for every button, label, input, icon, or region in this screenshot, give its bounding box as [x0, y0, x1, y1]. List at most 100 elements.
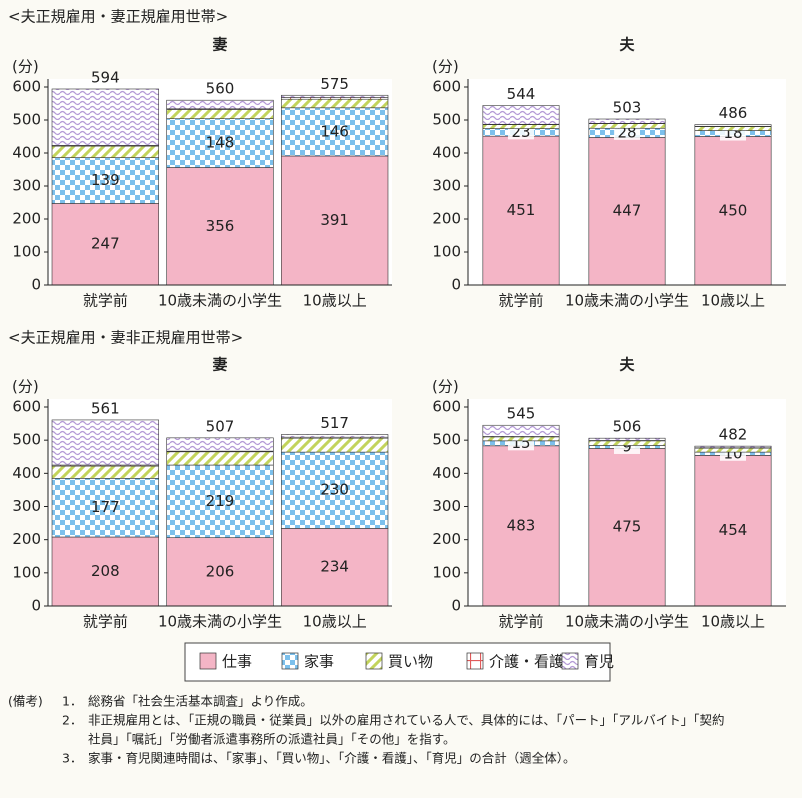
- data-label: 219: [206, 492, 235, 510]
- bar-segment: [482, 436, 560, 442]
- y-tick-label: 100: [12, 563, 41, 581]
- bar-segment: [281, 98, 389, 109]
- bar-segment: [166, 167, 274, 286]
- total-label: 517: [320, 414, 349, 432]
- data-label: 230: [320, 481, 349, 499]
- chart-title: 夫: [619, 356, 635, 374]
- legend-swatch: [199, 652, 217, 670]
- data-label: 450: [719, 201, 748, 219]
- data-label: 475: [613, 518, 642, 536]
- bar-segment: [166, 464, 274, 538]
- total-label: 506: [613, 418, 642, 436]
- bar-segment: [166, 537, 274, 607]
- bar-segment: [588, 440, 666, 446]
- y-tick-label: 300: [12, 497, 41, 515]
- y-tick-label: 0: [31, 276, 41, 294]
- y-tick-label: 400: [12, 464, 41, 482]
- data-label: 451: [507, 201, 536, 219]
- bar-segment: [482, 445, 560, 607]
- bar-segment: [51, 536, 159, 607]
- total-label: 545: [507, 405, 536, 423]
- bar-segment: [281, 437, 389, 453]
- note-text: 非正規雇用とは、「正規の職員・従業員」以外の雇用されている人で、具体的には、「パ…: [88, 713, 725, 728]
- bar-segment: [51, 419, 159, 466]
- y-tick-label: 500: [12, 111, 41, 129]
- data-label: 454: [719, 521, 748, 539]
- bar-segment: [166, 99, 274, 110]
- bar-segment: [694, 455, 772, 607]
- y-tick-label: 600: [432, 78, 461, 96]
- bar-segment: [51, 88, 159, 146]
- bar-segment: [166, 437, 274, 452]
- legend-swatch: [365, 652, 383, 670]
- bar-segment: [482, 424, 560, 437]
- bar-segment: [588, 123, 666, 129]
- y-tick-label: 600: [432, 398, 461, 416]
- data-label: 447: [613, 202, 642, 220]
- y-tick-label: 500: [432, 111, 461, 129]
- legend-label: 仕事: [222, 653, 252, 671]
- bar-segment: [51, 203, 159, 286]
- bar-segment: [694, 126, 772, 131]
- bar-segment: [482, 135, 560, 286]
- y-tick-label: 600: [12, 398, 41, 416]
- legend-swatch: [561, 652, 579, 670]
- bar-segment: [166, 118, 274, 168]
- bar-segment: [51, 157, 159, 204]
- total-label: 503: [613, 99, 642, 117]
- y-tick-label: 200: [12, 210, 41, 228]
- bar-segment: [281, 451, 389, 529]
- x-tick-label: 就学前: [498, 613, 543, 631]
- x-tick-label: 就学前: [498, 292, 543, 310]
- x-tick-label: 就学前: [83, 292, 128, 310]
- y-tick-label: 100: [12, 243, 41, 261]
- x-tick-label: 10歳以上: [303, 613, 367, 631]
- section-title: <夫正規雇用・妻正規雇用世帯>: [8, 8, 228, 26]
- bar-segment: [588, 137, 666, 286]
- y-tick-label: 300: [432, 497, 461, 515]
- data-label: 391: [320, 211, 349, 229]
- bar-segment: [51, 465, 159, 479]
- bar-segment: [281, 434, 389, 438]
- y-tick-label: 500: [432, 431, 461, 449]
- bar-segment: [588, 448, 666, 607]
- y-tick-label: 600: [12, 78, 41, 96]
- data-label: 247: [91, 235, 120, 253]
- chart-title: 妻: [212, 356, 227, 374]
- chart-title: 夫: [619, 36, 635, 54]
- x-tick-label: 10歳以上: [303, 292, 367, 310]
- legend-label: 介護・看護: [489, 653, 564, 671]
- data-label: 356: [206, 217, 235, 235]
- x-tick-label: 10歳未満の小学生: [158, 292, 282, 310]
- legend-swatch: [281, 652, 299, 670]
- bar-segment: [51, 478, 159, 538]
- bar-segment: [694, 447, 772, 453]
- bar-segment: [166, 451, 274, 466]
- x-tick-label: 10歳未満の小学生: [565, 292, 689, 310]
- legend-label: 家事: [304, 653, 334, 671]
- data-label: 483: [507, 516, 536, 534]
- legend-box: [184, 642, 611, 682]
- y-tick-label: 300: [12, 177, 41, 195]
- note-number: 3．: [62, 751, 82, 766]
- bar-segment: [482, 105, 560, 125]
- note-number: 2．: [62, 713, 82, 728]
- note-text: 総務省「社会生活基本調査」より作成。: [88, 694, 313, 709]
- bar-segment: [166, 109, 274, 119]
- total-label: 486: [719, 104, 748, 122]
- y-tick-label: 500: [12, 431, 41, 449]
- total-label: 561: [91, 399, 120, 417]
- bar-segment: [281, 94, 389, 98]
- y-axis-label: (分): [432, 378, 459, 396]
- total-label: 594: [91, 68, 120, 86]
- total-label: 575: [320, 75, 349, 93]
- total-label: 544: [507, 85, 536, 103]
- y-tick-label: 200: [432, 210, 461, 228]
- data-label: 146: [320, 122, 349, 140]
- data-label: 234: [320, 558, 349, 576]
- y-tick-label: 0: [31, 597, 41, 615]
- y-axis-label: (分): [12, 378, 39, 396]
- x-tick-label: 10歳未満の小学生: [158, 613, 282, 631]
- y-tick-label: 400: [432, 144, 461, 162]
